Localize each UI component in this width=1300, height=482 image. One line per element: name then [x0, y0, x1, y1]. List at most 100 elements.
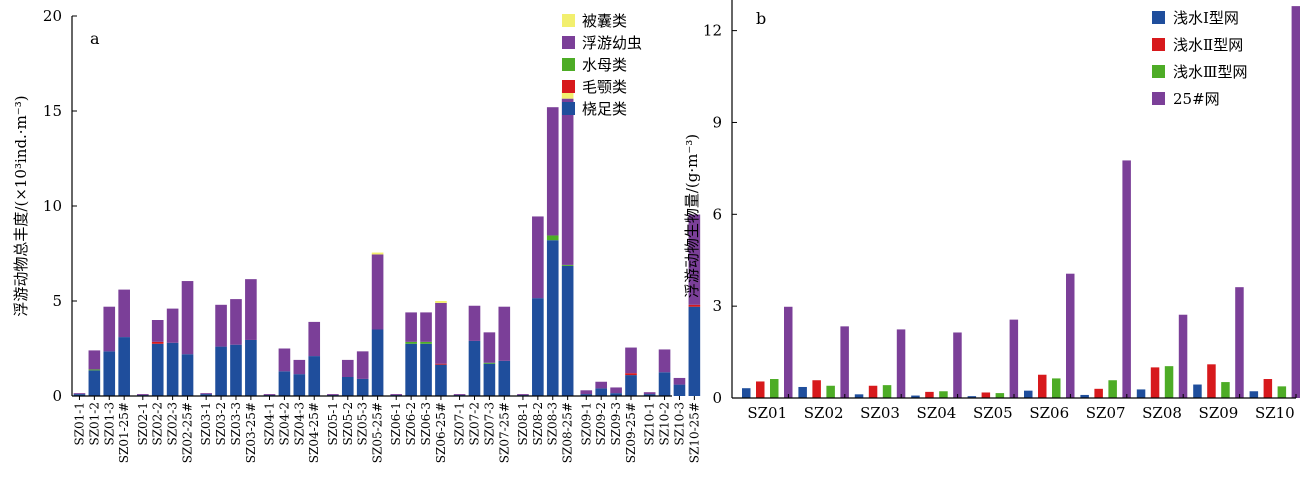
x-tick-label: SZ10-2 [658, 402, 672, 446]
x-tick-label: SZ08 [1142, 404, 1182, 422]
x-tick-label: SZ03-2 [214, 402, 228, 446]
x-tick-label: SZ09-2 [594, 402, 608, 446]
legend-label: 毛颚类 [582, 78, 627, 96]
bar-segment [610, 393, 622, 396]
bar-segment [73, 393, 86, 395]
bar-segment [435, 364, 447, 396]
x-tick-label: SZ03 [860, 404, 900, 422]
bar [1024, 390, 1033, 398]
x-tick-label: SZ08-2 [531, 402, 545, 446]
bar-segment [420, 341, 432, 344]
x-tick-label: SZ07 [1086, 404, 1126, 422]
x-tick-label: SZ01-25# [117, 402, 131, 463]
bar-segment [88, 369, 101, 371]
x-tick-label: SZ06-1 [389, 402, 403, 446]
bar-segment [420, 343, 432, 396]
x-tick-label: SZ04-1 [263, 402, 277, 446]
bar [798, 386, 807, 398]
x-tick-label: SZ03-3 [229, 402, 243, 446]
bar-segment [103, 351, 116, 396]
bar-segment [532, 216, 544, 299]
panel-b-y-axis-title: 浮游动物生物量/(g·m⁻³) [683, 134, 701, 298]
legend-label: 桡足类 [582, 100, 627, 118]
bar [1291, 6, 1300, 398]
bar [770, 379, 779, 398]
bar-segment [595, 381, 608, 389]
y-tick-label: 0 [712, 389, 722, 407]
bar-segment [390, 394, 403, 396]
x-tick-label: SZ01-3 [102, 402, 116, 446]
x-tick-label: SZ07-1 [453, 402, 467, 446]
bar [854, 394, 864, 398]
bar [1164, 366, 1174, 398]
bar-segment [435, 301, 447, 303]
x-tick-label: SZ03-1 [199, 402, 213, 446]
bar-segment [561, 264, 574, 266]
y-tick-label: 5 [52, 292, 62, 310]
bar [742, 388, 751, 398]
panel-a-y-axis-title: 浮游动物总丰度/(×10³ind.·m⁻³) [12, 95, 30, 316]
bar [1263, 379, 1273, 398]
bar-segment [688, 304, 701, 307]
x-tick-label: SZ04-25# [307, 402, 321, 463]
bar [1052, 378, 1061, 398]
bar [1094, 388, 1103, 398]
x-tick-label: SZ09-25# [624, 402, 638, 463]
bar-segment [371, 329, 384, 396]
x-tick-label: SZ10-3 [672, 402, 686, 446]
bar-segment [688, 306, 701, 396]
bar-segment [371, 254, 384, 330]
bar [868, 385, 878, 398]
bar-segment [151, 341, 164, 344]
bar [812, 380, 821, 398]
legend-label: 浅水Ⅰ型网 [1173, 9, 1239, 27]
x-tick-label: SZ05-25# [371, 402, 385, 463]
bar-segment [73, 394, 86, 396]
bar-segment [561, 265, 574, 396]
bar-segment [166, 308, 179, 343]
bar-segment [498, 360, 511, 396]
bar-segment [181, 354, 194, 396]
bar [967, 396, 977, 398]
x-tick-label: SZ05-3 [356, 402, 370, 446]
bar-segment [200, 393, 212, 395]
bar [840, 326, 849, 398]
bar-segment [643, 392, 656, 395]
bar-segment [263, 394, 276, 396]
bar [1178, 314, 1188, 398]
x-tick-label: SZ07-3 [482, 402, 496, 446]
bar-segment [88, 370, 101, 396]
bar [1108, 380, 1117, 398]
legend-label: 水母类 [582, 56, 627, 74]
x-tick-label: SZ07-2 [467, 402, 481, 446]
bar [784, 306, 793, 398]
legend-label: 浮游幼虫 [582, 34, 642, 52]
x-tick-label: SZ10-1 [643, 402, 657, 446]
x-tick-label: SZ08-1 [516, 402, 530, 446]
legend-label: 25#网 [1173, 90, 1220, 108]
bar-segment [215, 346, 227, 396]
panel-b-x-ticks: SZ01 SZ02 SZ03 SZ04 SZ05 SZ06 SZ07 SZ08 SZ09 SZ10 [747, 394, 1297, 422]
x-tick-label: SZ10-25# [687, 402, 701, 463]
bar [1207, 364, 1216, 398]
bar-segment [230, 299, 242, 345]
x-tick-label: SZ01-2 [87, 402, 101, 446]
x-tick-label: SZ05-1 [326, 402, 340, 446]
bar-segment [245, 339, 257, 396]
bar-segment [278, 348, 291, 372]
bar-segment [561, 90, 574, 99]
bar-segment [498, 306, 511, 361]
bar-segment [658, 372, 671, 396]
bar [995, 393, 1005, 398]
legend-swatch [1152, 38, 1165, 51]
bar-segment [278, 371, 291, 396]
bar-segment [561, 98, 574, 265]
y-tick-label: 9 [712, 113, 722, 131]
bar-segment [435, 363, 447, 365]
bar [826, 385, 835, 398]
bar-segment [688, 214, 701, 305]
bar [981, 392, 991, 398]
